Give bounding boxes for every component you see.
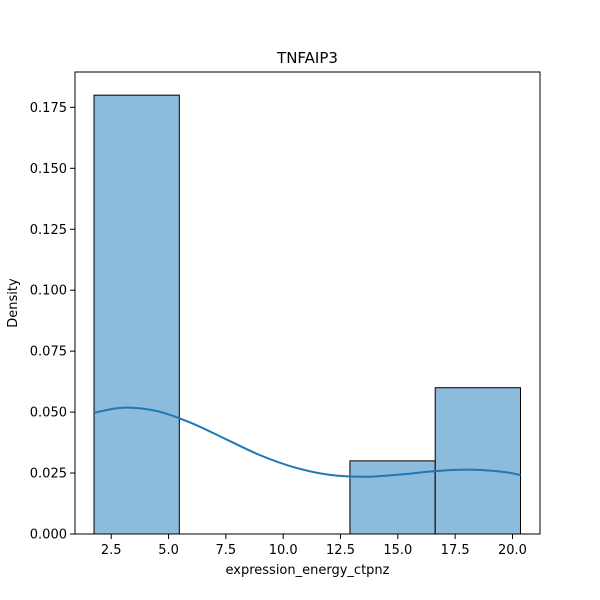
plot-frame	[74, 71, 541, 535]
x-axis-label: expression_energy_ctpnz	[226, 563, 390, 578]
y-tick-label: 0.025	[30, 467, 67, 482]
y-axis-ticks: 0.000 0.025 0.050 0.075 0.100 0.125 0.150 0.175	[30, 101, 75, 543]
kde-layer	[93, 406, 521, 478]
x-tick-label: 17.5	[441, 543, 470, 558]
x-tick-label: 2.5	[101, 543, 122, 558]
y-tick-label: 0.125	[30, 223, 67, 238]
y-tick-label: 0.100	[30, 284, 67, 299]
y-tick-label: 0.150	[30, 162, 67, 177]
y-tick-label: 0.075	[30, 345, 67, 360]
x-tick-label: 20.0	[498, 543, 527, 558]
x-tick-label: 7.5	[216, 543, 237, 558]
x-tick-label: 5.0	[158, 543, 179, 558]
x-tick-label: 15.0	[383, 543, 412, 558]
y-tick-label: 0.000	[30, 528, 67, 543]
histogram-bar	[93, 94, 180, 535]
kde-line	[93, 406, 521, 478]
chart-title: TNFAIP3	[276, 49, 338, 67]
histogram-bar	[434, 387, 522, 535]
x-axis-ticks: 2.5 5.0 7.5 10.0 12.5 15.0 17.5 20.0	[101, 534, 527, 558]
bars-layer	[93, 94, 522, 535]
x-tick-label: 10.0	[269, 543, 298, 558]
y-axis-label: Density	[6, 278, 21, 328]
x-tick-label: 12.5	[326, 543, 355, 558]
y-tick-label: 0.050	[30, 406, 67, 421]
y-tick-label: 0.175	[30, 101, 67, 116]
